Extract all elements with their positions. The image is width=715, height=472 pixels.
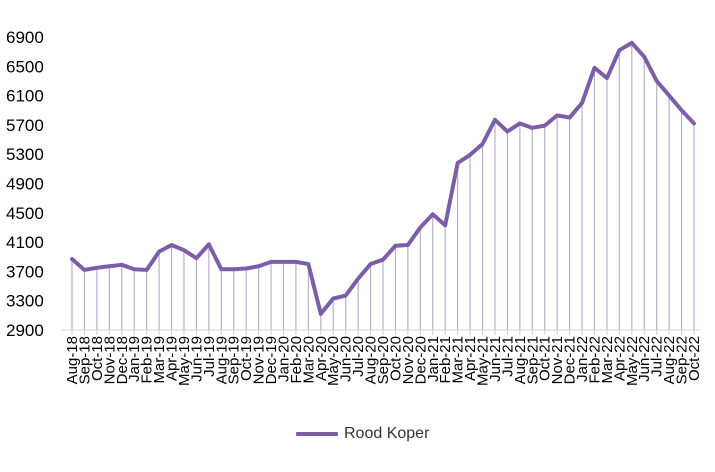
y-tick-label: 5300 bbox=[6, 145, 44, 164]
x-tick-label: May-19 bbox=[176, 336, 193, 386]
x-tick-label: Nov-21 bbox=[549, 336, 566, 384]
legend-line-swatch bbox=[296, 432, 338, 436]
x-tick-label: Dec-20 bbox=[412, 336, 429, 384]
x-tick-label: Aug-18 bbox=[64, 336, 81, 384]
x-tick-label: May-21 bbox=[475, 336, 492, 386]
x-tick-label: Jan-19 bbox=[126, 336, 143, 382]
legend: Rood Koper bbox=[296, 425, 429, 443]
x-tick-label: Oct-20 bbox=[387, 336, 404, 381]
x-tick-label: Mar-19 bbox=[151, 336, 168, 384]
x-tick-marks bbox=[71, 330, 695, 335]
x-tick-label: Jan-22 bbox=[574, 336, 591, 382]
x-tick-label: May-20 bbox=[325, 336, 342, 386]
x-tick-label: Jan-21 bbox=[425, 336, 442, 382]
x-tick-label: Jun-20 bbox=[338, 336, 355, 382]
x-tick-label: Apr-20 bbox=[313, 336, 330, 381]
x-tick-label: Oct-22 bbox=[686, 336, 703, 381]
legend-label: Rood Koper bbox=[344, 425, 430, 442]
x-axis-labels: Aug-18Sep-18Oct-18Nov-18Dec-18Jan-19Feb-… bbox=[64, 336, 703, 386]
x-tick-label: Oct-21 bbox=[537, 336, 554, 381]
x-tick-label: Feb-20 bbox=[288, 336, 305, 384]
x-tick-label: Feb-21 bbox=[437, 336, 454, 384]
x-tick-label: Jun-22 bbox=[636, 336, 653, 382]
y-tick-label: 2900 bbox=[6, 321, 44, 340]
x-tick-label: Apr-22 bbox=[611, 336, 628, 381]
x-tick-label: Nov-18 bbox=[101, 336, 118, 384]
x-tick-label: Apr-19 bbox=[164, 336, 181, 381]
x-tick-label: Feb-22 bbox=[586, 336, 603, 384]
x-tick-label: Sep-21 bbox=[524, 336, 541, 384]
x-tick-label: Mar-22 bbox=[599, 336, 616, 384]
x-tick-label: Sep-19 bbox=[226, 336, 243, 384]
x-tick-label: Dec-18 bbox=[114, 336, 131, 384]
x-tick-label: Jan-20 bbox=[275, 336, 292, 382]
x-tick-label: Oct-19 bbox=[238, 336, 255, 381]
y-tick-label: 3300 bbox=[6, 292, 44, 311]
x-tick-label: Jul-19 bbox=[201, 336, 218, 377]
x-tick-label: Sep-18 bbox=[76, 336, 93, 384]
y-tick-label: 4100 bbox=[6, 233, 44, 252]
x-tick-label: Sep-20 bbox=[375, 336, 392, 384]
y-tick-label: 4900 bbox=[6, 175, 44, 194]
x-tick-label: Feb-19 bbox=[139, 336, 156, 384]
x-tick-label: Nov-20 bbox=[400, 336, 417, 384]
x-tick-label: Aug-19 bbox=[213, 336, 230, 384]
y-tick-label: 4500 bbox=[6, 204, 44, 223]
x-tick-label: Mar-21 bbox=[450, 336, 467, 384]
x-tick-label: May-22 bbox=[624, 336, 641, 386]
series-line-rood-koper bbox=[70, 40, 696, 316]
y-tick-label: 6500 bbox=[6, 57, 44, 76]
x-tick-label: Aug-20 bbox=[363, 336, 380, 384]
y-tick-label: 3700 bbox=[6, 262, 44, 281]
x-tick-label: Dec-19 bbox=[263, 336, 280, 384]
x-tick-label: Jun-21 bbox=[487, 336, 504, 382]
x-tick-label: Jul-22 bbox=[649, 336, 666, 377]
x-tick-label: Sep-22 bbox=[674, 336, 691, 384]
x-tick-label: Dec-21 bbox=[562, 336, 579, 384]
x-tick-label: Nov-19 bbox=[251, 336, 268, 384]
x-tick-label: Aug-21 bbox=[512, 336, 529, 384]
x-tick-label: Jun-19 bbox=[188, 336, 205, 382]
y-tick-label: 5700 bbox=[6, 116, 44, 135]
x-tick-label: Aug-22 bbox=[661, 336, 678, 384]
y-tick-label: 6100 bbox=[6, 87, 44, 106]
x-tick-label: Jul-21 bbox=[499, 336, 516, 377]
x-tick-label: Apr-21 bbox=[462, 336, 479, 381]
x-tick-label: Mar-20 bbox=[300, 336, 317, 384]
y-tick-label: 6900 bbox=[6, 28, 44, 47]
x-tick-label: Oct-18 bbox=[89, 336, 106, 381]
y-axis: 2900 3300 3700 4100 4500 4900 5300 5700 6100 6500… bbox=[6, 28, 44, 340]
drop-lines bbox=[71, 42, 695, 330]
x-tick-label: Jul-20 bbox=[350, 336, 367, 377]
